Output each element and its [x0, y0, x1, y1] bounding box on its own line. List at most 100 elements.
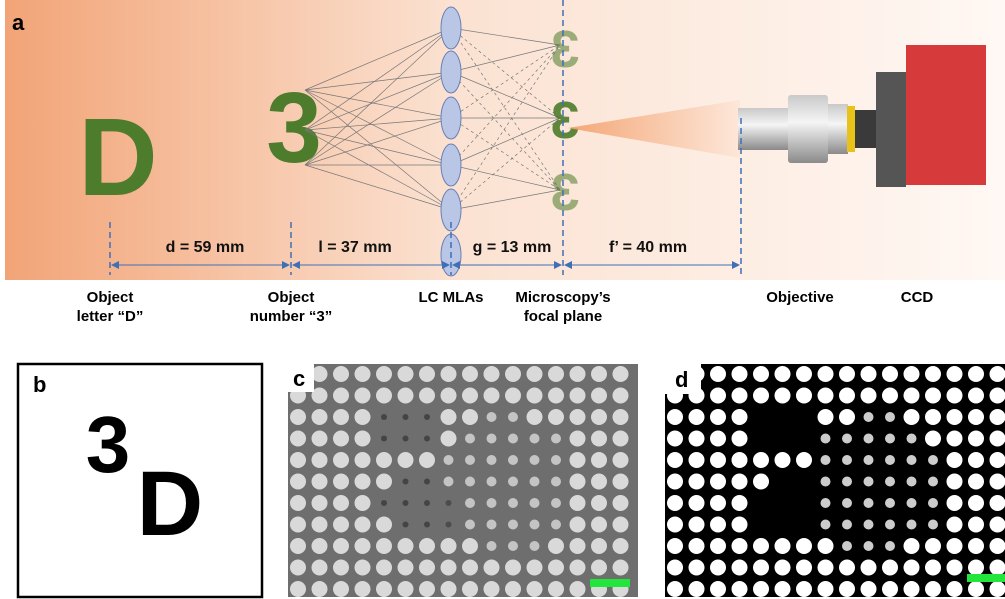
- spot: [780, 436, 786, 442]
- spot: [551, 477, 561, 487]
- spot: [753, 474, 769, 490]
- spot: [947, 560, 963, 576]
- spot: [551, 434, 561, 444]
- spot: [419, 560, 435, 576]
- spot: [968, 388, 984, 404]
- spot: [885, 477, 895, 487]
- spot: [444, 455, 454, 465]
- spot: [689, 560, 705, 576]
- spot: [333, 581, 349, 597]
- spot: [508, 498, 518, 508]
- spot: [591, 538, 607, 554]
- spot: [290, 560, 306, 576]
- spot: [376, 517, 392, 533]
- spot: [907, 455, 917, 465]
- spot: [732, 409, 748, 425]
- spot: [753, 452, 769, 468]
- spot: [312, 474, 328, 490]
- glyph-d: D: [137, 453, 203, 555]
- spot: [527, 409, 543, 425]
- spot: [990, 538, 1005, 554]
- spot: [333, 474, 349, 490]
- spot: [419, 388, 435, 404]
- spot: [885, 498, 895, 508]
- spot: [839, 366, 855, 382]
- spot: [990, 560, 1005, 576]
- spot: [710, 388, 726, 404]
- spot: [758, 522, 764, 528]
- spot: [333, 431, 349, 447]
- spot: [312, 431, 328, 447]
- panel-label: b: [33, 372, 46, 397]
- spot: [710, 452, 726, 468]
- spot: [885, 434, 895, 444]
- spot: [398, 560, 414, 576]
- spot: [403, 522, 409, 528]
- spot: [968, 495, 984, 511]
- distance-label: d = 59 mm: [166, 239, 245, 256]
- spot: [801, 500, 807, 506]
- spot: [667, 474, 683, 490]
- spot: [928, 520, 938, 530]
- spot: [753, 388, 769, 404]
- spot: [667, 581, 683, 597]
- spot: [484, 581, 500, 597]
- spot: [968, 517, 984, 533]
- spot: [710, 560, 726, 576]
- panel-d-image: [665, 364, 1005, 597]
- spot: [925, 581, 941, 597]
- spot: [821, 520, 831, 530]
- spot: [548, 409, 564, 425]
- spot: [732, 474, 748, 490]
- component-label: Object: [268, 289, 315, 306]
- spot: [403, 436, 409, 442]
- spot: [753, 560, 769, 576]
- spot: [801, 479, 807, 485]
- spot: [548, 538, 564, 554]
- spot: [530, 520, 540, 530]
- spot: [355, 409, 371, 425]
- spot: [376, 366, 392, 382]
- spot: [947, 538, 963, 554]
- spot: [484, 388, 500, 404]
- spot: [527, 366, 543, 382]
- spot: [904, 581, 920, 597]
- spot: [591, 495, 607, 511]
- spot: [613, 560, 629, 576]
- spot: [904, 560, 920, 576]
- spot: [570, 431, 586, 447]
- spot: [818, 581, 834, 597]
- spot: [570, 560, 586, 576]
- spot: [947, 366, 963, 382]
- spot: [780, 414, 786, 420]
- scale-bar: [590, 579, 630, 587]
- spot: [355, 560, 371, 576]
- spot: [376, 388, 392, 404]
- spot: [403, 500, 409, 506]
- spot: [990, 366, 1005, 382]
- spot: [689, 538, 705, 554]
- spot: [990, 409, 1005, 425]
- spot: [818, 366, 834, 382]
- spot: [839, 581, 855, 597]
- lens: [441, 7, 461, 49]
- spot: [864, 412, 874, 422]
- panel-label: d: [675, 367, 688, 392]
- spot: [548, 388, 564, 404]
- spot: [968, 538, 984, 554]
- spot: [333, 388, 349, 404]
- distance-label: l = 37 mm: [318, 239, 391, 256]
- spot: [290, 474, 306, 490]
- spot: [882, 366, 898, 382]
- spot: [842, 477, 852, 487]
- spot: [591, 366, 607, 382]
- spot: [796, 560, 812, 576]
- spot: [462, 366, 478, 382]
- spot: [591, 517, 607, 533]
- spot: [333, 517, 349, 533]
- spot: [990, 388, 1005, 404]
- spot: [925, 366, 941, 382]
- spot: [505, 560, 521, 576]
- spot: [732, 560, 748, 576]
- spot: [465, 455, 475, 465]
